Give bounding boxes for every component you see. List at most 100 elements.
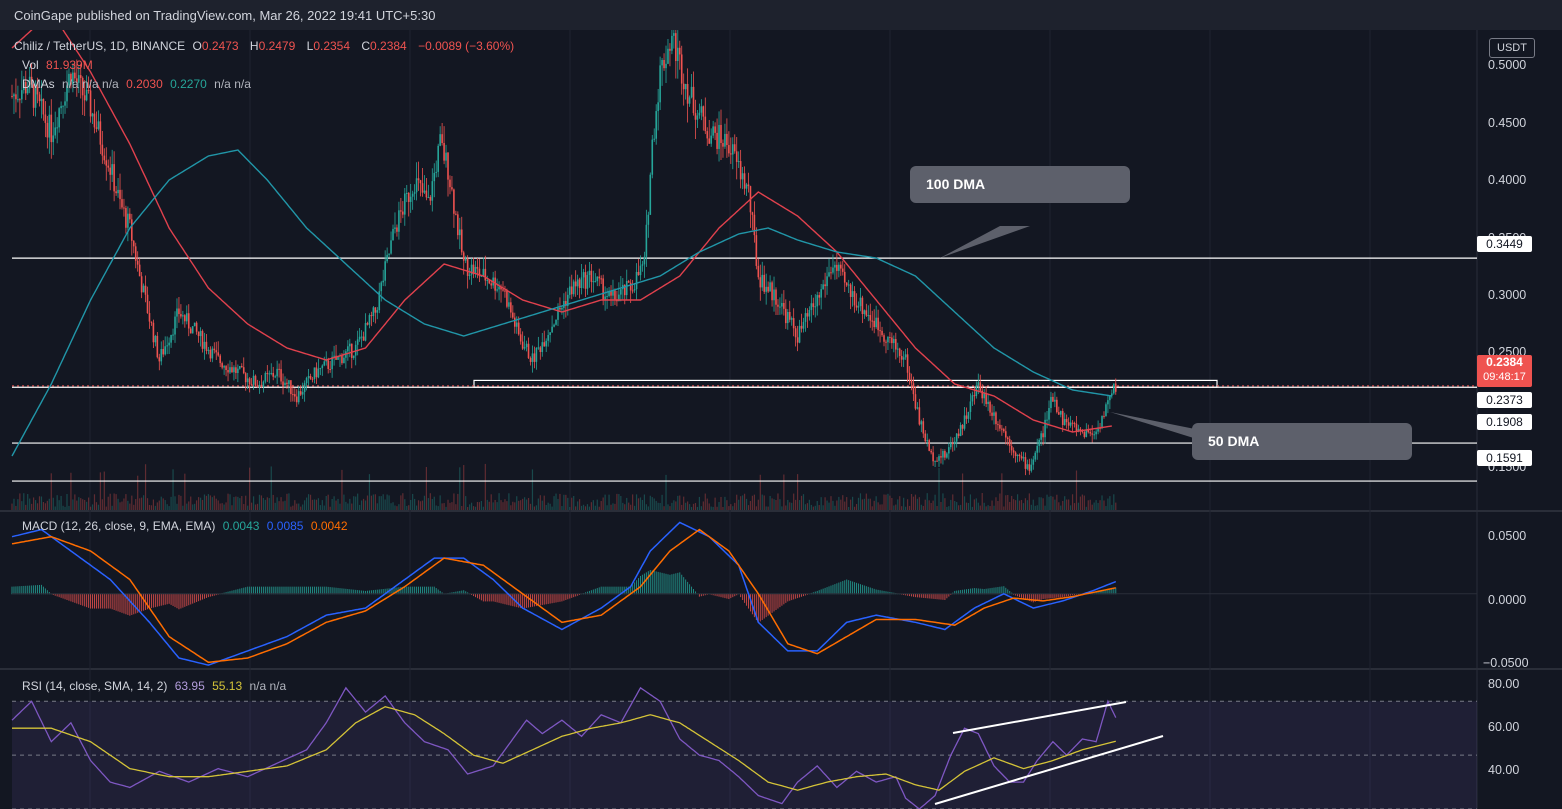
volume-bar bbox=[182, 505, 184, 510]
macd-hist-bar bbox=[1042, 593, 1044, 600]
candle-body bbox=[592, 281, 595, 283]
macd-hist-bar bbox=[48, 591, 50, 595]
candle-body bbox=[684, 83, 687, 90]
candle-body bbox=[197, 331, 200, 337]
macd-hist-bar bbox=[567, 593, 569, 600]
candle-body bbox=[115, 191, 117, 194]
candle-body bbox=[859, 297, 862, 307]
callout-100-dma[interactable]: 100 DMA bbox=[910, 166, 1130, 203]
volume-bar bbox=[490, 494, 492, 510]
volume-bar bbox=[848, 506, 850, 510]
macd-hist-bar bbox=[227, 591, 229, 595]
volume-bar bbox=[592, 500, 594, 510]
symbol-name[interactable]: Chiliz / TetherUS, 1D, BINANCE bbox=[14, 39, 186, 53]
volume-bar bbox=[19, 493, 21, 510]
volume-bar bbox=[372, 494, 374, 510]
callout-50-dma[interactable]: 50 DMA bbox=[1192, 423, 1412, 460]
volume-bar bbox=[266, 497, 268, 510]
volume-bar bbox=[569, 506, 571, 510]
macd-hist-bar bbox=[1007, 589, 1009, 595]
volume-bar bbox=[449, 502, 451, 510]
volume-bar bbox=[781, 506, 783, 510]
volume-bar bbox=[366, 495, 369, 510]
macd-hist-bar bbox=[361, 590, 363, 595]
volume-bar bbox=[883, 494, 885, 510]
candle-body bbox=[582, 272, 585, 278]
candle-body bbox=[606, 296, 608, 298]
macd-hist-bar bbox=[877, 589, 879, 595]
candle-body bbox=[790, 318, 793, 320]
candle-body bbox=[1026, 464, 1029, 469]
volume-bar bbox=[793, 493, 795, 510]
candle-body bbox=[441, 134, 443, 144]
macd-hist-bar bbox=[979, 588, 981, 595]
candle-body bbox=[376, 310, 379, 313]
candle-body bbox=[427, 197, 430, 199]
candle-body bbox=[912, 383, 915, 395]
candle-body bbox=[567, 294, 569, 306]
candle-body bbox=[380, 282, 383, 292]
volume-bar bbox=[965, 502, 968, 510]
volume-bar bbox=[958, 505, 960, 510]
volume-bar bbox=[160, 496, 162, 510]
volume-bar bbox=[757, 499, 759, 510]
macd-hist-bar bbox=[873, 588, 875, 595]
volume-bar bbox=[1062, 500, 1064, 510]
macd-hist-bar bbox=[93, 593, 95, 609]
macd-hist-bar bbox=[1050, 593, 1052, 599]
macd-hist-bar bbox=[78, 593, 80, 605]
volume-bar bbox=[588, 506, 591, 510]
candle-body bbox=[335, 355, 337, 360]
candle-body bbox=[796, 337, 799, 343]
volume-bar bbox=[983, 502, 985, 510]
candle-body bbox=[657, 102, 659, 112]
high-value: 0.2479 bbox=[258, 39, 296, 53]
macd-title[interactable]: MACD (12, 26, close, 9, EMA, EMA) bbox=[22, 519, 216, 533]
macd-hist-bar bbox=[264, 586, 266, 595]
volume-bar bbox=[738, 499, 740, 510]
volume-bar bbox=[217, 500, 219, 510]
candle-body bbox=[99, 121, 102, 145]
candle-body bbox=[698, 112, 701, 116]
currency-button[interactable]: USDT bbox=[1489, 38, 1535, 58]
close-value: 0.2384 bbox=[370, 39, 407, 53]
chart-canvas[interactable] bbox=[0, 30, 1562, 809]
candle-body bbox=[405, 192, 408, 194]
volume-bar bbox=[730, 504, 732, 510]
volume-bar bbox=[908, 505, 911, 510]
macd-hist-bar bbox=[685, 579, 687, 595]
macd-hist-bar bbox=[647, 571, 649, 595]
volume-bar bbox=[31, 503, 33, 510]
candle-body bbox=[649, 174, 652, 215]
candle-body bbox=[855, 305, 858, 308]
candle-body bbox=[788, 311, 791, 320]
macd-hist-bar bbox=[1060, 593, 1062, 598]
macd-hist-bar bbox=[54, 593, 56, 596]
candle-body bbox=[659, 65, 661, 103]
volume-bar bbox=[1042, 498, 1044, 510]
volume-bar bbox=[800, 495, 803, 510]
candle-body bbox=[747, 184, 750, 187]
macd-hist-bar bbox=[150, 593, 152, 609]
price-axis-label: 0.4500 bbox=[1488, 116, 1527, 130]
macd-hist-bar bbox=[1072, 593, 1074, 596]
volume-bar bbox=[249, 467, 251, 510]
candle-body bbox=[95, 127, 98, 129]
macd-hist-bar bbox=[588, 590, 590, 595]
volume-bar bbox=[268, 498, 270, 510]
candle-body bbox=[682, 83, 685, 90]
rsi-title[interactable]: RSI (14, close, SMA, 14, 2) bbox=[22, 679, 168, 693]
macd-hist-bar bbox=[225, 592, 227, 595]
macd-hist-bar bbox=[836, 583, 838, 595]
candle-body bbox=[981, 390, 984, 399]
macd-hist-bar bbox=[1015, 593, 1017, 596]
macd-hist-bar bbox=[506, 593, 508, 605]
macd-hist-bar bbox=[649, 569, 651, 595]
volume-bar bbox=[710, 506, 712, 510]
macd-hist-bar bbox=[286, 586, 288, 595]
close-label: C bbox=[361, 39, 371, 53]
macd-hist-bar bbox=[268, 586, 270, 595]
macd-hist-bar bbox=[693, 589, 695, 595]
candle-body bbox=[347, 346, 349, 352]
volume-bar bbox=[465, 496, 467, 510]
